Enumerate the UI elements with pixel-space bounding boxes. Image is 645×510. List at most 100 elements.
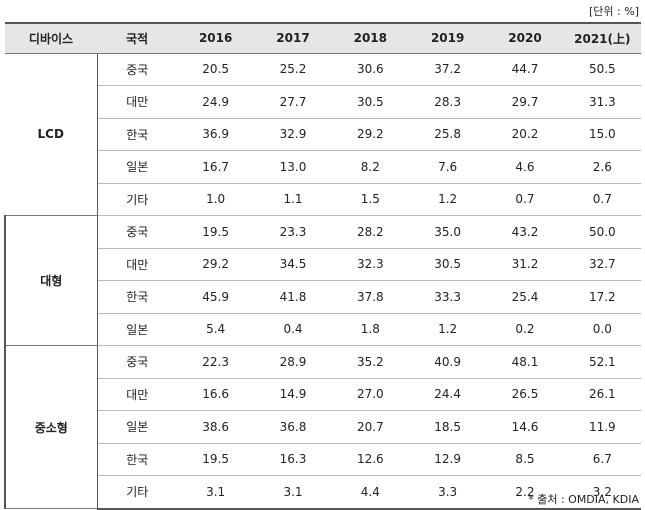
country-cell: 대만 (97, 85, 177, 119)
value-cell: 14.9 (254, 378, 332, 411)
value-cell: 4.6 (486, 150, 564, 184)
value-cell: 3.1 (254, 475, 332, 510)
country-cell: 대만 (97, 378, 177, 411)
value-cell: 43.2 (486, 215, 564, 249)
value-cell: 4.4 (331, 475, 409, 510)
header-year-2021: 2021(上) (563, 22, 641, 54)
value-cell: 44.7 (486, 53, 564, 86)
table-row: LCD 중국 20.5 25.2 30.6 37.2 44.7 50.5 (5, 53, 641, 216)
value-cell: 24.4 (408, 378, 487, 411)
value-cell: 19.5 (177, 443, 255, 476)
country-cell: 기타 (97, 183, 177, 216)
value-cell: 38.6 (177, 410, 255, 444)
value-cell: 15.0 (563, 118, 641, 151)
source-note: * 출처 : OMDIA, KDIA (528, 493, 639, 506)
value-cell: 48.1 (486, 345, 564, 379)
value-cell: 24.9 (177, 85, 255, 119)
value-cell: 28.9 (254, 345, 332, 379)
value-cell: 41.8 (254, 280, 332, 314)
table-body: LCD 중국 20.5 25.2 30.6 37.2 44.7 50.5 대만 24.9 27.7 3… (4, 53, 641, 510)
header-country: 국적 (97, 22, 177, 54)
value-cell: 13.0 (254, 150, 332, 184)
table-row: 일본 5.4 0.4 1.8 1.2 0.2 0.0 (5, 313, 641, 346)
value-cell: 33.3 (408, 280, 487, 314)
country-cell: 일본 (97, 410, 177, 444)
header-year-2019: 2019 (408, 22, 487, 54)
value-cell: 20.7 (331, 410, 409, 444)
header-row: 디바이스 국적 2016 2017 2018 2019 2020 2021(上) (5, 22, 641, 54)
table-row: 일본 38.6 36.8 20.7 18.5 14.6 11.9 (5, 410, 641, 444)
value-cell: 37.2 (408, 53, 487, 86)
table-row: 한국 36.9 32.9 29.2 25.8 20.2 15.0 (5, 118, 641, 151)
value-cell: 19.5 (177, 215, 255, 249)
value-cell: 1.5 (331, 183, 409, 216)
value-cell: 29.7 (486, 85, 564, 119)
value-cell: 11.9 (563, 410, 641, 444)
header-year-2020: 2020 (486, 22, 564, 54)
value-cell: 5.4 (177, 313, 255, 346)
header-device: 디바이스 (5, 22, 97, 54)
device-category: LCD (5, 53, 98, 216)
value-cell: 32.7 (563, 248, 641, 281)
value-cell: 1.2 (408, 313, 487, 346)
display-market-share-table: 디바이스 국적 2016 2017 2018 2019 2020 2021(上)… (4, 22, 641, 510)
value-cell: 3.3 (408, 475, 487, 510)
value-cell: 30.5 (331, 85, 409, 119)
value-cell: 50.5 (563, 53, 641, 86)
value-cell: 28.3 (408, 85, 487, 119)
value-cell: 1.8 (331, 313, 409, 346)
value-cell: 31.2 (486, 248, 564, 281)
header-year-2018: 2018 (331, 22, 409, 54)
country-cell: 중국 (97, 53, 177, 86)
table-row: 기타 1.0 1.1 1.5 1.2 0.7 0.7 (5, 183, 641, 216)
value-cell: 0.7 (486, 183, 564, 216)
country-cell: 기타 (97, 475, 177, 510)
value-cell: 36.8 (254, 410, 332, 444)
value-cell: 2.6 (563, 150, 641, 184)
header-year-2016: 2016 (177, 22, 255, 54)
value-cell: 0.2 (486, 313, 564, 346)
country-cell: 한국 (97, 280, 177, 314)
country-cell: 대만 (97, 248, 177, 281)
value-cell: 16.3 (254, 443, 332, 476)
value-cell: 12.9 (408, 443, 487, 476)
value-cell: 29.2 (331, 118, 409, 151)
table-row: 한국 45.9 41.8 37.8 33.3 25.4 17.2 (5, 280, 641, 314)
table-row: 한국 19.5 16.3 12.6 12.9 8.5 6.7 (5, 443, 641, 476)
country-cell: 일본 (97, 150, 177, 184)
device-category: 대형 (4, 215, 98, 346)
value-cell: 37.8 (331, 280, 409, 314)
value-cell: 26.1 (563, 378, 641, 411)
value-cell: 35.2 (331, 345, 409, 379)
value-cell: 20.5 (177, 53, 255, 86)
table-row: 중소형 중국 22.3 28.9 35.2 40.9 48.1 52.1 (4, 345, 641, 509)
value-cell: 32.9 (254, 118, 332, 151)
value-cell: 50.0 (563, 215, 641, 249)
value-cell: 26.5 (486, 378, 564, 411)
table-row: 대형 중국 19.5 23.3 28.2 35.0 43.2 50.0 (4, 215, 641, 346)
value-cell: 27.0 (331, 378, 409, 411)
value-cell: 1.2 (408, 183, 487, 216)
value-cell: 25.4 (486, 280, 564, 314)
unit-note: [단위 : %] (589, 5, 639, 18)
value-cell: 16.7 (177, 150, 255, 184)
header-year-2017: 2017 (254, 22, 332, 54)
value-cell: 8.2 (331, 150, 409, 184)
value-cell: 25.8 (408, 118, 487, 151)
value-cell: 32.3 (331, 248, 409, 281)
value-cell: 17.2 (563, 280, 641, 314)
value-cell: 23.3 (254, 215, 332, 249)
country-cell: 일본 (97, 313, 177, 346)
device-category: 중소형 (4, 345, 98, 509)
value-cell: 3.1 (177, 475, 255, 510)
value-cell: 0.0 (563, 313, 641, 346)
table-row: 대만 29.2 34.5 32.3 30.5 31.2 32.7 (5, 248, 641, 281)
country-cell: 중국 (97, 215, 177, 249)
value-cell: 12.6 (331, 443, 409, 476)
value-cell: 30.5 (408, 248, 487, 281)
value-cell: 6.7 (563, 443, 641, 476)
value-cell: 22.3 (177, 345, 255, 379)
value-cell: 29.2 (177, 248, 255, 281)
value-cell: 35.0 (408, 215, 487, 249)
value-cell: 36.9 (177, 118, 255, 151)
